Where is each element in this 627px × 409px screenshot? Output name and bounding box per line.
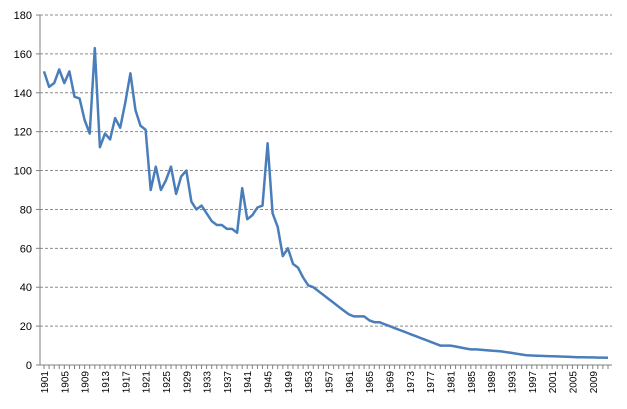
x-tick-label: 1917 [121,371,132,394]
x-tick-label: 1921 [142,371,153,394]
axes [36,14,612,369]
x-tick-label: 1957 [325,371,336,394]
x-tick-label: 2005 [568,371,579,394]
y-tick-label: 40 [20,282,32,294]
y-tick-label: 80 [20,204,32,216]
x-tick-label: 1989 [487,371,498,394]
y-tick-label: 160 [14,49,32,61]
x-tick-label: 1949 [284,371,295,394]
x-tick-label: 1965 [365,371,376,394]
y-tick-label: 180 [14,10,32,22]
x-tick-label: 2009 [589,371,600,394]
y-axis-ticks: 0 20 40 60 80 100 120 140 160 180 [14,10,32,372]
x-tick-label: 1961 [345,371,356,394]
y-tick-label: 0 [26,360,32,372]
y-tick-label: 60 [20,243,32,255]
y-tick-label: 140 [14,88,32,100]
x-tick-label: 1901 [40,371,51,394]
x-tick-label: 1981 [446,371,457,394]
x-tick-label: 1941 [243,371,254,394]
x-tick-label: 1953 [304,371,315,394]
x-tick-label: 1909 [81,371,92,394]
x-tick-label: 1977 [426,371,437,394]
x-tick-label: 1969 [386,371,397,394]
y-tick-label: 20 [20,321,32,333]
series-line [42,46,609,360]
x-tick-label: 1993 [507,371,518,394]
x-tick-label: 1913 [101,371,112,394]
x-tick-label: 1905 [60,371,71,394]
x-tick-label: 2001 [548,371,559,394]
x-tick-label: 1929 [182,371,193,394]
gridlines [40,14,612,327]
series-group [42,46,609,360]
x-axis-ticks: 1901 1905 1909 1913 1917 1921 1925 1929 1933 1937… [40,371,600,394]
x-tick-label: 1925 [162,371,173,394]
x-tick-label: 1933 [203,371,214,394]
x-tick-label: 1937 [223,371,234,394]
x-tick-label: 1973 [406,371,417,394]
y-tick-label: 120 [14,127,32,139]
x-tick-label: 1985 [467,371,478,394]
x-tick-label: 1997 [528,371,539,394]
x-tick-label: 1945 [264,371,275,394]
y-tick-label: 100 [14,166,32,178]
